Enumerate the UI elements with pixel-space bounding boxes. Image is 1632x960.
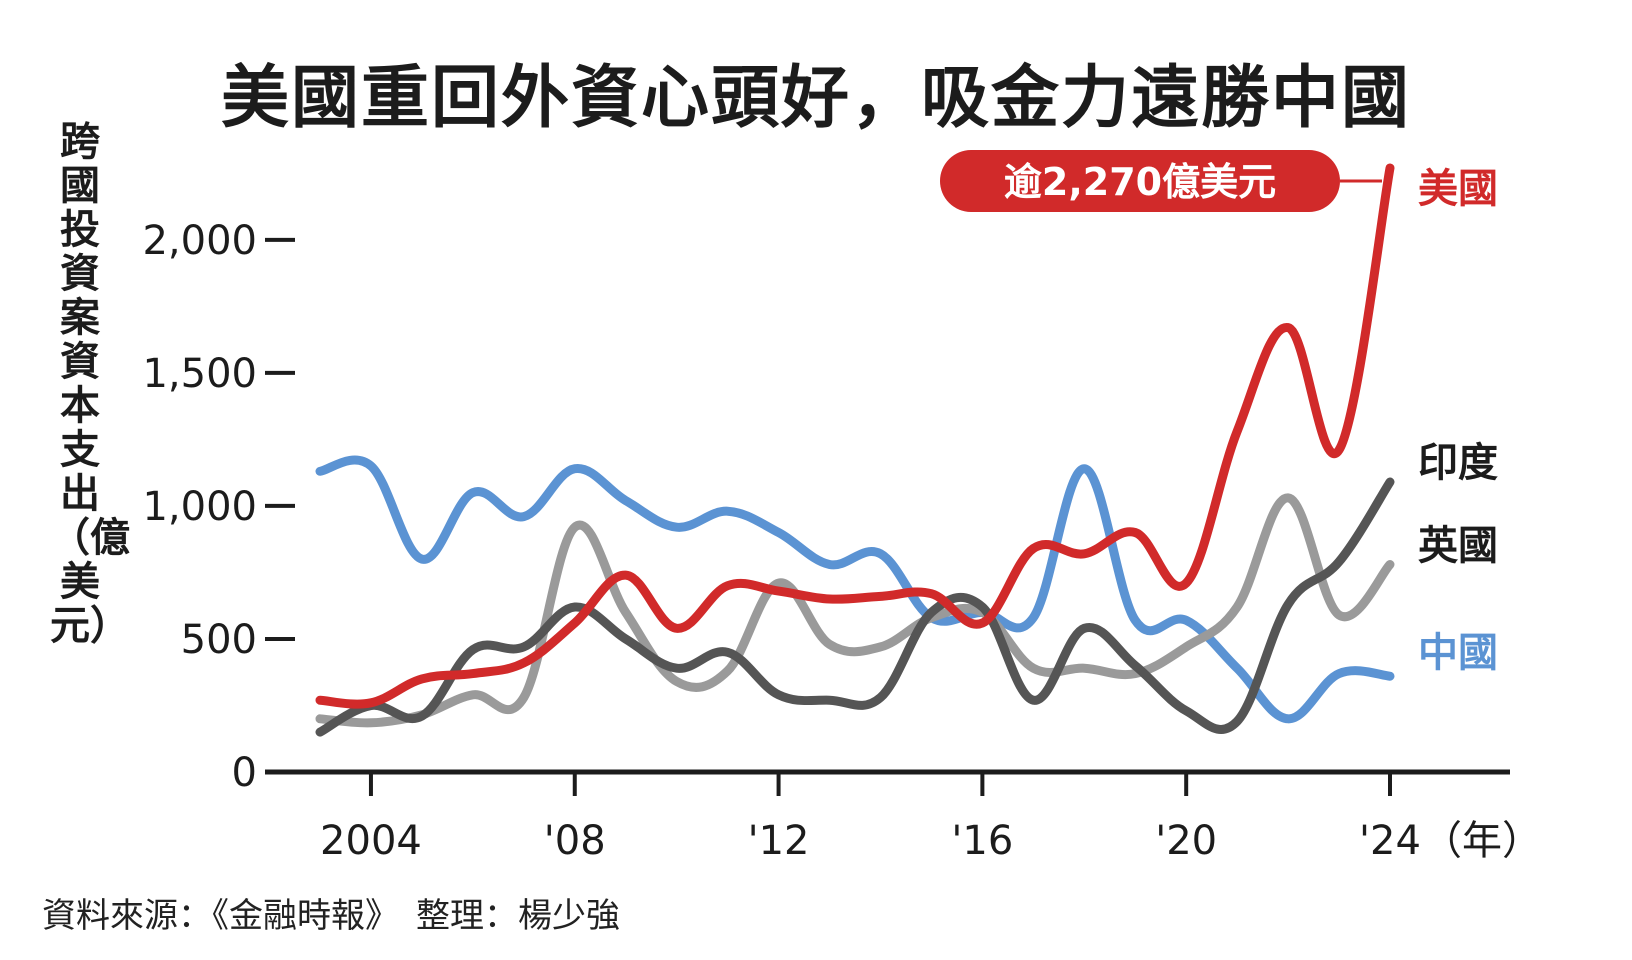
x-tick-label: 2004 <box>320 818 422 864</box>
chart-axes: 0 500 1,000 1,500 2,000 2004 '08 '12 '16 '20 '24 （年… <box>142 218 1542 864</box>
series-line-2 <box>315 477 1395 737</box>
x-tick-label: '24 <box>1359 818 1421 864</box>
y-tick-label: 500 <box>181 617 257 663</box>
y-tick-label: 1,000 <box>142 484 257 530</box>
x-tick-label: '12 <box>748 818 810 864</box>
source-credit: 資料來源：《金融時報》 整理：楊少強 <box>42 896 620 936</box>
y-tick-label: 2,000 <box>142 218 257 264</box>
series-label-3: 美國 <box>1418 166 1498 212</box>
x-axis-unit: （年） <box>1422 818 1542 864</box>
y-tick-label: 0 <box>232 750 257 796</box>
series-label-0: 中國 <box>1418 630 1498 676</box>
annotation-badge <box>940 150 1340 212</box>
chart-title: 美國重回外資心頭好，吸金力遠勝中國 <box>220 58 1411 138</box>
series-line-1 <box>315 493 1395 728</box>
series-line-3 <box>315 163 1395 709</box>
x-tick-label: '08 <box>544 818 606 864</box>
series-label-2: 印度 <box>1418 440 1498 486</box>
chart-series-lines <box>315 163 1395 737</box>
x-tick-label: '20 <box>1155 818 1217 864</box>
series-label-1: 英國 <box>1418 523 1498 569</box>
series-line-0 <box>315 455 1395 724</box>
y-tick-label: 1,500 <box>142 351 257 397</box>
annotation-callout: 逾2,270億美元 <box>940 150 1382 212</box>
annotation-text: 逾2,270億美元 <box>1004 160 1276 204</box>
x-tick-label: '16 <box>951 818 1013 864</box>
